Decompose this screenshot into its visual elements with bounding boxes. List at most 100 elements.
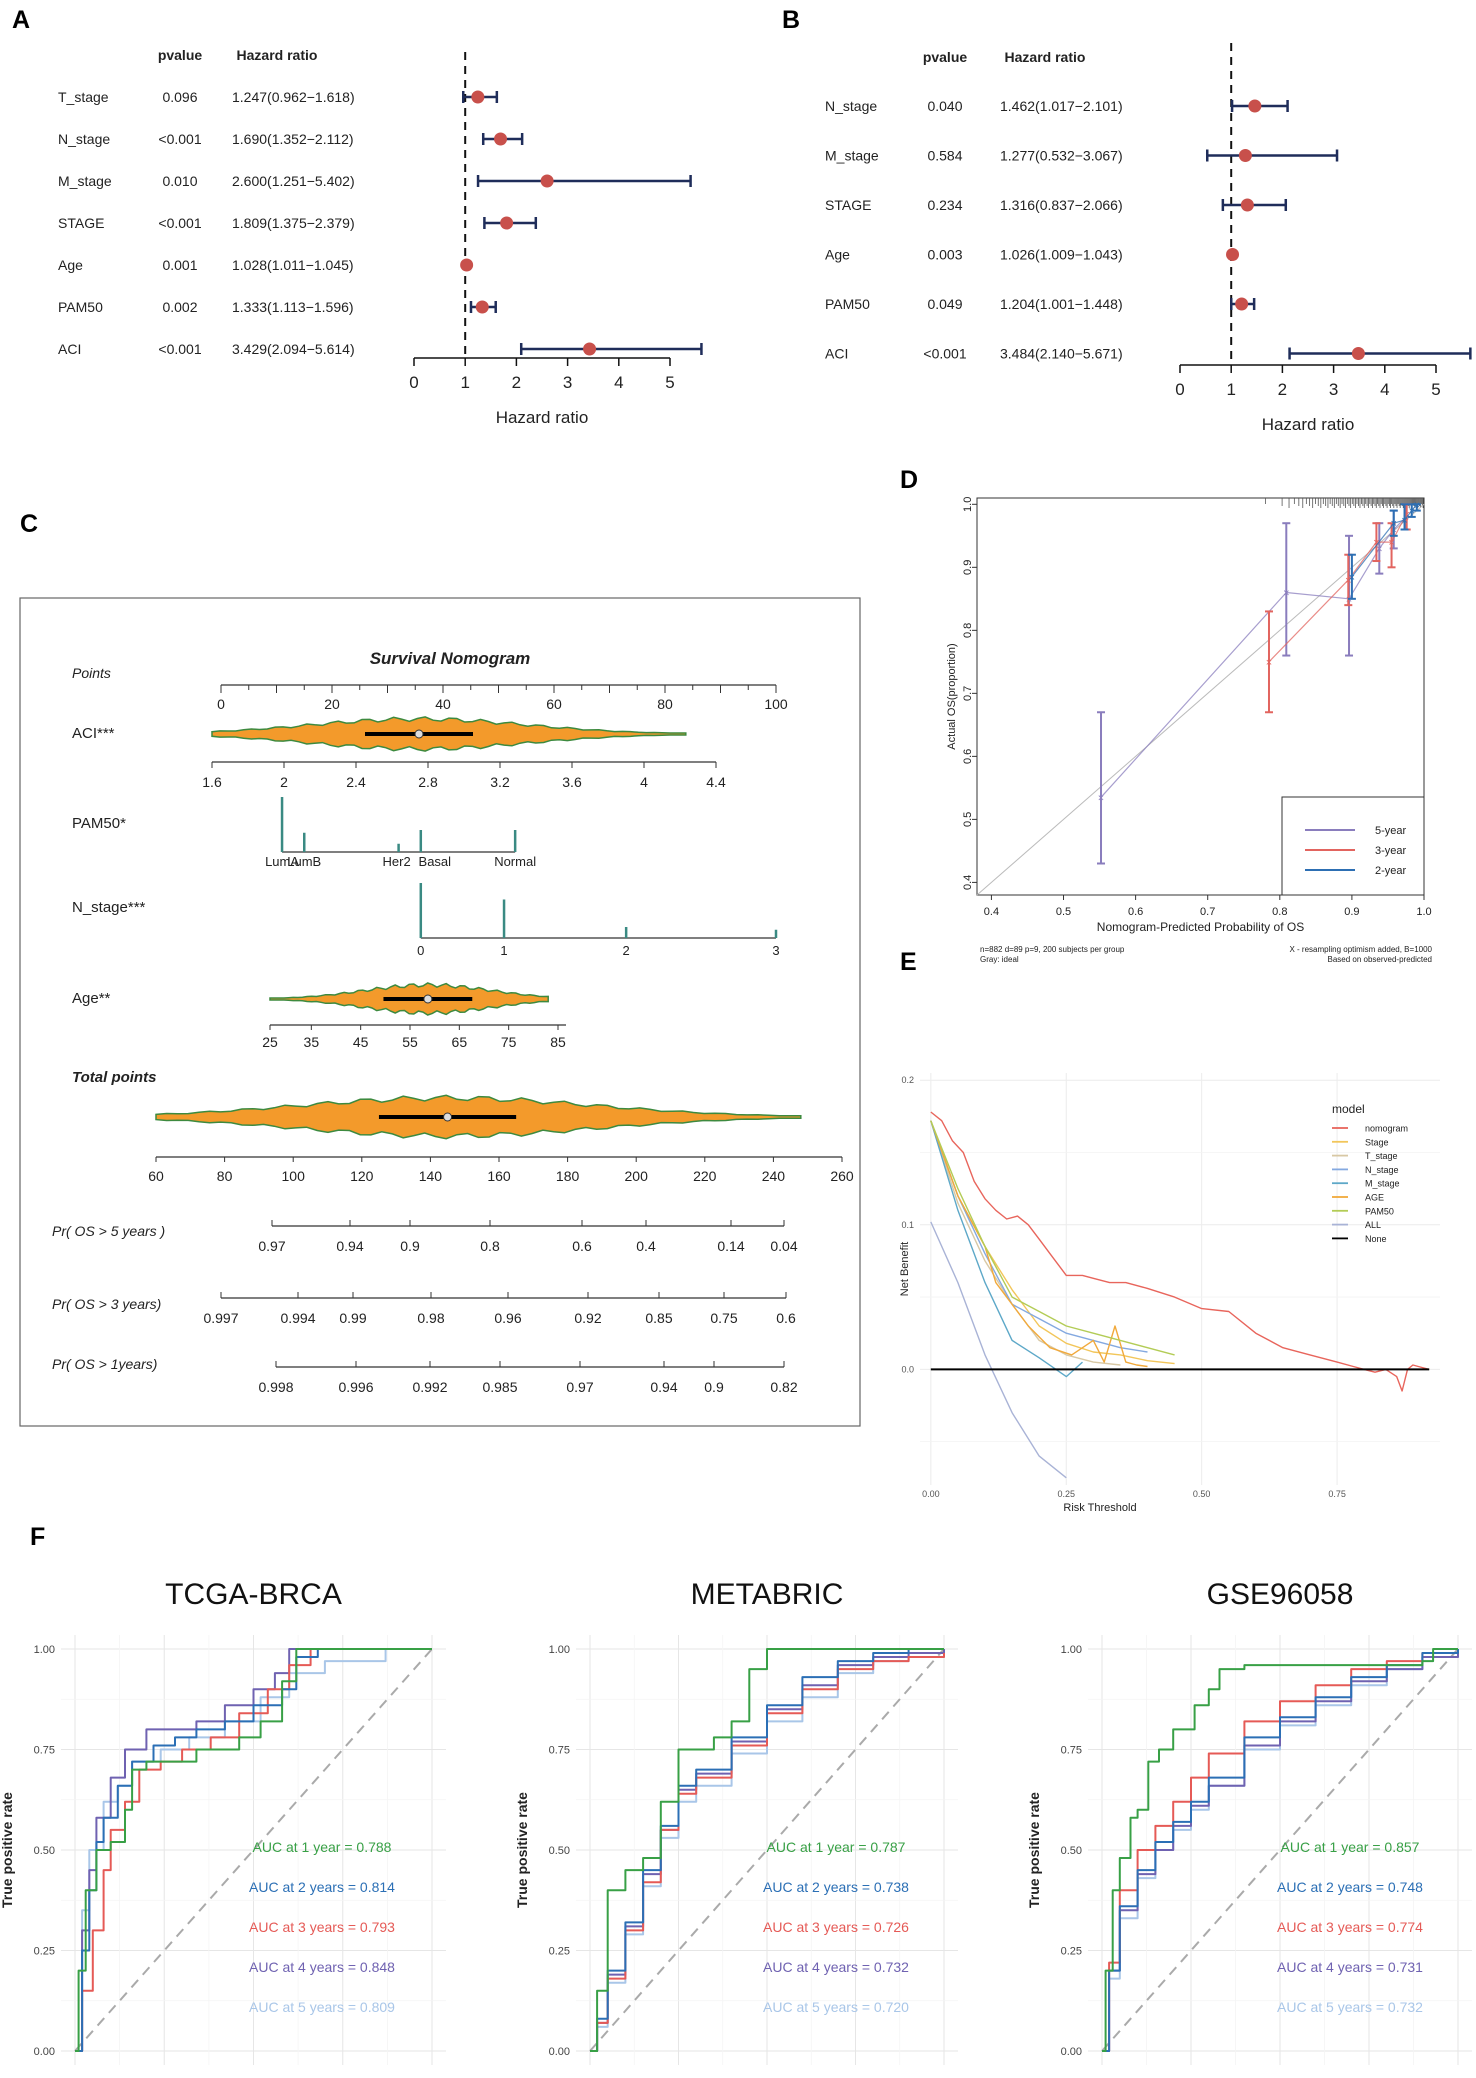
calibration-legend-label: 5-year [1375,825,1407,837]
nomogram-row-label: Pr( OS > 1years) [52,1356,157,1372]
roc-y-tick-label: 0.50 [1061,1845,1082,1857]
roc-auc-label: AUC at 1 year = 0.788 [253,1839,392,1855]
forest-row-pvalue: <0.001 [158,131,201,147]
forest-row-name: N_stage [825,98,877,114]
roc-curve [75,1648,432,2052]
calibration-series-line [1268,513,1408,663]
forest-point [460,258,474,272]
forest-row-pvalue: <0.001 [158,215,201,231]
nomogram-category-label: 0 [417,943,424,958]
nomogram-tick-label: 240 [762,1168,786,1184]
panel-label-B: B [782,6,800,34]
roc-title: GSE96058 [1207,1578,1354,1611]
roc-title: TCGA-BRCA [165,1578,342,1611]
nomogram-tick-label: 0.996 [338,1379,373,1395]
calibration-point: × [1403,509,1409,521]
roc-curve [1102,1648,1458,2052]
forest-x-tick-label: 5 [665,373,674,392]
calibration-x-tick-label: 0.5 [1056,906,1071,918]
forest-row-name: PAM50 [58,299,103,315]
dca-legend-label: None [1365,1234,1387,1244]
dca-legend-label: M_stage [1365,1179,1400,1189]
nomogram-tick-label: 180 [556,1168,580,1184]
calibration-y-tick-label: 0.8 [962,623,974,638]
forest-x-tick-label: 0 [409,373,418,392]
forest-point [1226,248,1240,261]
calibration-x-tick-label: 0.9 [1344,906,1359,918]
dca-y-tick-label: 0.2 [901,1075,914,1085]
roc-auc-label: AUC at 1 year = 0.857 [1281,1839,1420,1855]
forest-row-name: STAGE [58,215,104,231]
dca-x-label: Risk Threshold [1063,1502,1136,1514]
calibration-point: × [1266,657,1272,669]
dca-legend-label: T_stage [1365,1151,1398,1161]
calibration-point: × [1345,575,1351,587]
calibration-footnote: Based on observed-predicted [1327,955,1432,964]
forest-row-name: PAM50 [825,296,870,312]
dca-series-line [930,1120,1148,1368]
forest-row-name: STAGE [825,197,871,213]
dca-legend-label: nomogram [1365,1124,1408,1134]
nomogram-tick-label: 140 [419,1168,443,1184]
nomogram-tick-label: 0.994 [280,1310,315,1326]
forest-point [500,216,514,230]
nomogram-tick-label: 0.14 [717,1238,744,1254]
calibration-footnote: n=882 d=89 p=9, 200 subjects per group [980,945,1125,954]
nomogram-row-label: Total points [72,1069,156,1086]
forest-row-name: N_stage [58,131,110,147]
nomogram-row-label: Points [72,665,111,681]
forest-row-name: Age [58,257,83,273]
nomogram-tick-label: 35 [304,1034,320,1050]
roc-y-tick-label: 0.25 [549,1946,570,1958]
nomogram-tick-label: 0.94 [650,1379,677,1395]
forest-x-tick-label: 3 [563,373,572,392]
dca-series-line [930,1120,1083,1378]
nomogram-tick-label: 2.4 [346,774,366,790]
nomogram-tick-label: 0.97 [258,1238,285,1254]
roc-y-label: True positive rate [0,1792,15,1908]
roc-auc-label: AUC at 3 years = 0.726 [763,1919,909,1935]
nomogram-category-label: 3 [772,943,779,958]
nomogram-tick-label: 1.6 [202,774,222,790]
nomogram-tick-label: 0.997 [203,1310,238,1326]
roc-auc-label: AUC at 5 years = 0.732 [1277,1999,1423,2015]
forest-point [1351,347,1365,360]
forest-row-pvalue: 0.010 [162,173,197,189]
forest-point [1248,99,1262,113]
calibration-y-label: Actual OS(proportion) [946,643,958,749]
nomogram-category-label: Normal [494,854,536,869]
forest-x-label: Hazard ratio [496,408,589,427]
nomogram-category-label: 1 [500,943,507,958]
forest-header-hr: Hazard ratio [237,47,318,63]
roc-auc-label: AUC at 1 year = 0.787 [767,1839,906,1855]
calibration-y-tick-label: 0.5 [962,812,974,827]
nomogram-tick-label: 55 [402,1034,418,1050]
forest-point [471,90,485,104]
panel-label-F: F [30,1523,45,1551]
calibration-y-tick-label: 0.7 [962,686,974,701]
dca-x-tick-label: 0.50 [1193,1489,1211,1499]
roc-curve [590,1648,944,2052]
roc-y-tick-label: 0.75 [34,1745,55,1757]
nomogram-tick-label: 200 [625,1168,649,1184]
nomogram-tick-label: 0.9 [400,1238,420,1254]
calibration-x-tick-label: 1.0 [1416,906,1431,918]
roc-auc-label: AUC at 4 years = 0.731 [1277,1959,1423,1975]
nomogram-tick-label: 3.2 [490,774,510,790]
calibration-x-tick-label: 0.8 [1272,906,1287,918]
calibration-series-line [1100,516,1407,798]
roc-auc-label: AUC at 4 years = 0.848 [249,1959,395,1975]
forest-point [540,174,554,188]
nomogram-tick-label: 0.99 [339,1310,366,1326]
nomogram-tick-label: 0.92 [574,1310,601,1326]
calibration-footnote: X - resampling optimism added, B=1000 [1289,945,1432,954]
roc-auc-label: AUC at 5 years = 0.720 [763,1999,909,2015]
dca-x-tick-label: 0.00 [922,1489,940,1499]
forest-row-hr-text: 1.204(1.001−1.448) [1000,296,1123,312]
dca-panel [920,1073,1440,1485]
roc-curve [75,1648,432,2052]
roc-auc-label: AUC at 2 years = 0.748 [1277,1879,1423,1895]
nomogram-tick-label: 3.6 [562,774,582,790]
nomogram-tick-label: 120 [350,1168,374,1184]
forest-x-tick-label: 5 [1431,380,1440,399]
